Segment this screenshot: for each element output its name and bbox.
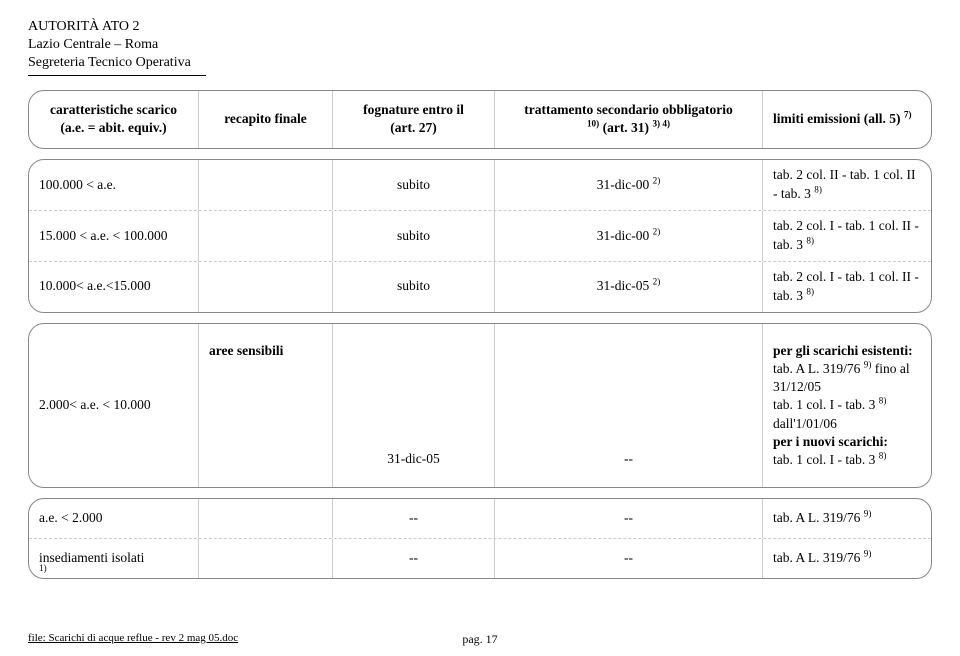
row2-c5: tab. 2 col. I - tab. 1 col. II - tab. 3 … — [763, 211, 931, 261]
row2-c1: 15.000 < a.e. < 100.000 — [29, 211, 199, 261]
column-header-box: caratteristiche scarico (a.e. = abit. eq… — [28, 90, 932, 150]
row4-c5: tab. A L. 319/76 9) — [763, 499, 931, 538]
row4-c1: a.e. < 2.000 — [29, 499, 199, 538]
sens-c1: 2.000< a.e. < 10.000 — [29, 324, 199, 488]
row3-c3: subito — [333, 262, 495, 312]
table-group-sensibili: 2.000< a.e. < 10.000 aree sensibili 31-d… — [28, 323, 932, 489]
sens-l4: per i nuovi scarichi: — [773, 433, 921, 451]
row1-c1: 100.000 < a.e. — [29, 160, 199, 210]
row3-c2 — [199, 262, 333, 312]
row1-c3: subito — [333, 160, 495, 210]
col-4-header: trattamento secondario obbligatorio 10) … — [495, 91, 763, 149]
col-3-header-l1: fognature entro il — [343, 101, 484, 120]
row3-c1: 10.000< a.e.<15.000 — [29, 262, 199, 312]
sens-l3: tab. 1 col. I - tab. 3 8) dall'1/01/06 — [773, 396, 921, 432]
table-row: 15.000 < a.e. < 100.000 subito 31-dic-00… — [29, 211, 931, 262]
table-row: a.e. < 2.000 -- -- tab. A L. 319/76 9) — [29, 499, 931, 539]
table-group-2: a.e. < 2.000 -- -- tab. A L. 319/76 9) i… — [28, 498, 932, 579]
row1-c4: 31-dic-00 2) — [495, 160, 763, 210]
row5-c2 — [199, 539, 333, 578]
col-4-header-text: trattamento secondario obbligatorio — [524, 102, 732, 117]
row2-c2 — [199, 211, 333, 261]
col-5-header-text: limiti emissioni (all. 5) — [773, 111, 904, 126]
table-row: 100.000 < a.e. subito 31-dic-00 2) tab. … — [29, 160, 931, 211]
row5-c3: -- — [333, 539, 495, 578]
row1-c2 — [199, 160, 333, 210]
sens-l5: tab. 1 col. I - tab. 3 8) — [773, 451, 921, 469]
row3-c5: tab. 2 col. I - tab. 1 col. II - tab. 3 … — [763, 262, 931, 312]
col-4-sup2: 3) 4) — [652, 119, 670, 129]
row4-c4: -- — [495, 499, 763, 538]
col-1-header-l2: (a.e. = abit. equiv.) — [39, 119, 188, 138]
col-2-header-text: recapito finale — [209, 110, 322, 129]
table-row: 10.000< a.e.<15.000 subito 31-dic-05 2) … — [29, 262, 931, 312]
col-3-header-l2: (art. 27) — [343, 119, 484, 138]
header-line-3: Segreteria Tecnico Operativa — [28, 54, 206, 75]
sens-c3: 31-dic-05 — [333, 324, 495, 488]
table-row: insediamenti isolati 1) -- -- tab. A L. … — [29, 539, 931, 578]
sens-c5: per gli scarichi esistenti: tab. A L. 31… — [763, 324, 931, 488]
row5-c5: tab. A L. 319/76 9) — [763, 539, 931, 578]
sens-l2: tab. A L. 319/76 9) fino al 31/12/05 — [773, 360, 921, 396]
col-1-header: caratteristiche scarico (a.e. = abit. eq… — [29, 91, 199, 149]
sens-l1: per gli scarichi esistenti: — [773, 342, 921, 360]
col-5-header: limiti emissioni (all. 5) 7) — [763, 91, 931, 149]
row5-c1: insediamenti isolati 1) — [29, 539, 199, 578]
row2-c4: 31-dic-00 2) — [495, 211, 763, 261]
footer-page: pag. 17 — [462, 632, 497, 647]
col-3-header: fognature entro il (art. 27) — [333, 91, 495, 149]
row4-c3: -- — [333, 499, 495, 538]
row3-c4: 31-dic-05 2) — [495, 262, 763, 312]
header-line-2: Lazio Centrale – Roma — [28, 36, 932, 54]
col-5-sup: 7) — [904, 110, 912, 120]
col-4-art: (art. 31) — [603, 120, 653, 135]
page-footer: file: Scarichi di acque reflue - rev 2 m… — [28, 632, 932, 644]
header-line-1: AUTORITÀ ATO 2 — [28, 18, 932, 36]
row5-c4: -- — [495, 539, 763, 578]
footer-file: file: Scarichi di acque reflue - rev 2 m… — [28, 632, 238, 644]
sens-c2: aree sensibili — [199, 324, 333, 488]
doc-header: AUTORITÀ ATO 2 Lazio Centrale – Roma Seg… — [28, 18, 932, 76]
table-row: 2.000< a.e. < 10.000 aree sensibili 31-d… — [29, 324, 931, 488]
row2-c3: subito — [333, 211, 495, 261]
col-1-header-l1: caratteristiche scarico — [39, 101, 188, 120]
table-group-1: 100.000 < a.e. subito 31-dic-00 2) tab. … — [28, 159, 932, 312]
col-2-header: recapito finale — [199, 91, 333, 149]
row1-c5: tab. 2 col. II - tab. 1 col. II - tab. 3… — [763, 160, 931, 210]
sens-c4: -- — [495, 324, 763, 488]
row4-c2 — [199, 499, 333, 538]
col-4-sup1: 10) — [587, 119, 599, 129]
